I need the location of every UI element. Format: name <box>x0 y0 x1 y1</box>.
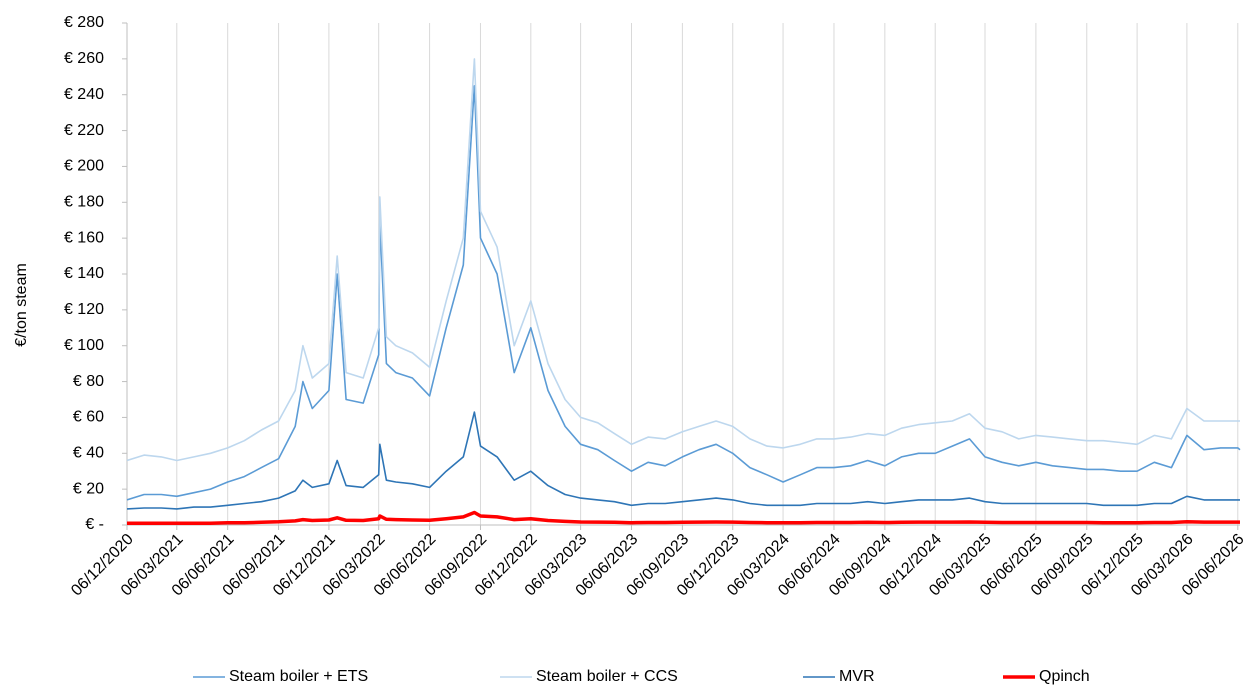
y-tick-label: € 60 <box>73 409 104 426</box>
legend-label: Steam boiler + ETS <box>229 668 368 685</box>
y-tick-label: € 260 <box>64 50 104 67</box>
series-line <box>126 58 1240 462</box>
y-tick-label: € 140 <box>64 265 104 282</box>
y-tick-label: € 120 <box>64 301 104 318</box>
series-line <box>126 85 1241 501</box>
legend-label: Qpinch <box>1039 668 1090 685</box>
y-tick-label: € 220 <box>64 122 104 139</box>
y-tick-label: € 20 <box>73 480 104 497</box>
y-tick-label: € 160 <box>64 229 104 246</box>
series-line <box>127 510 1240 525</box>
y-axis-label: €/ton steam <box>13 263 30 347</box>
y-tick-label: € 180 <box>64 194 104 211</box>
legend-label: Steam boiler + CCS <box>536 668 678 685</box>
y-tick-label: € - <box>85 516 104 533</box>
series-line <box>126 411 1240 510</box>
y-tick-label: € 40 <box>73 445 104 462</box>
legend-label: MVR <box>839 668 875 685</box>
y-tick-label: € 240 <box>64 86 104 103</box>
y-tick-label: € 100 <box>64 337 104 354</box>
y-tick-label: € 280 <box>64 14 104 31</box>
y-tick-label: € 80 <box>73 373 104 390</box>
y-tick-label: € 200 <box>64 158 104 175</box>
